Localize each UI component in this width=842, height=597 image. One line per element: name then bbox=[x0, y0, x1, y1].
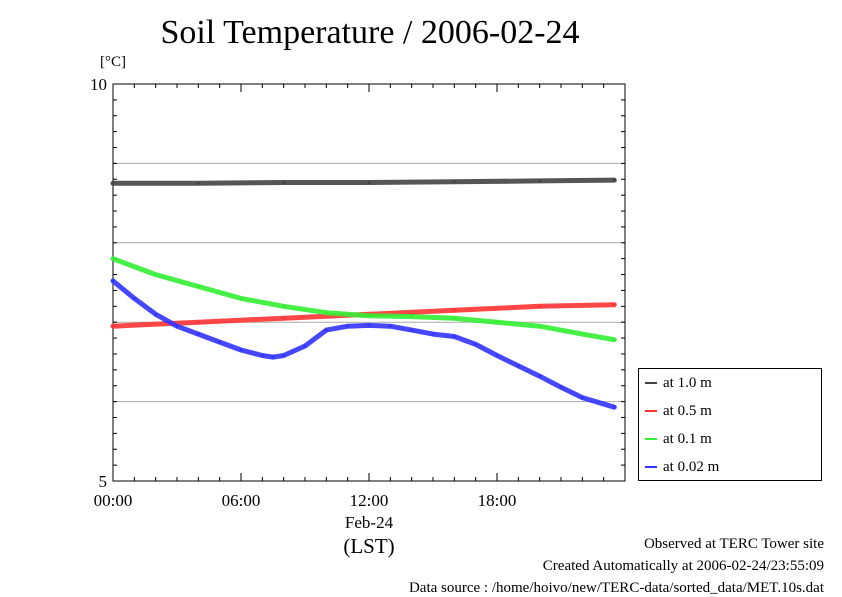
legend-label: at 0.1 m bbox=[663, 430, 712, 447]
series-point-0 bbox=[196, 181, 200, 185]
series-point-2 bbox=[495, 320, 499, 324]
series-point-3 bbox=[580, 396, 584, 400]
series-point-2 bbox=[239, 296, 243, 300]
series-point-3 bbox=[367, 323, 371, 327]
series-point-2 bbox=[452, 316, 456, 320]
series-point-0 bbox=[282, 180, 286, 184]
series-point-3 bbox=[175, 324, 179, 328]
series-point-2 bbox=[580, 332, 584, 336]
series-point-3 bbox=[282, 354, 286, 358]
legend: at 1.0 m at 0.5 m at 0.1 m at 0.02 m bbox=[638, 368, 822, 481]
series-point-3 bbox=[452, 334, 456, 338]
chart-title: Soil Temperature / 2006-02-24 bbox=[160, 14, 580, 51]
series-point-3 bbox=[538, 374, 542, 378]
x-tick-label: 12:00 bbox=[350, 491, 389, 510]
series-point-1 bbox=[452, 308, 456, 312]
series-point-2 bbox=[324, 311, 328, 315]
series-point-3 bbox=[324, 328, 328, 332]
legend-swatch bbox=[645, 438, 657, 440]
series-point-2 bbox=[612, 338, 616, 342]
x-tick-label: 18:00 bbox=[478, 491, 517, 510]
series-point-1 bbox=[538, 304, 542, 308]
series-line-3 bbox=[110, 278, 617, 410]
footer-observed: Observed at TERC Tower site bbox=[643, 536, 824, 552]
series-point-0 bbox=[452, 180, 456, 184]
series-point-3 bbox=[111, 279, 115, 283]
series-point-3 bbox=[346, 324, 350, 328]
series-point-3 bbox=[132, 296, 136, 300]
series-point-3 bbox=[239, 348, 243, 352]
series-point-1 bbox=[282, 316, 286, 320]
series-point-3 bbox=[612, 405, 616, 409]
series-point-2 bbox=[196, 284, 200, 288]
series-point-3 bbox=[196, 332, 200, 336]
legend-item: at 0.5 m bbox=[645, 401, 712, 421]
series-point-3 bbox=[260, 354, 264, 358]
y-axis-unit-label: [°C] bbox=[100, 54, 126, 70]
series-point-0 bbox=[612, 178, 616, 182]
series-point-3 bbox=[303, 344, 307, 348]
series-point-2 bbox=[154, 273, 158, 277]
series-point-3 bbox=[559, 385, 563, 389]
series-point-2 bbox=[111, 257, 115, 261]
series-point-3 bbox=[410, 328, 414, 332]
x-axis-label: (LST) bbox=[343, 534, 394, 558]
legend-swatch bbox=[645, 382, 657, 384]
y-tick-label: 10 bbox=[90, 75, 107, 94]
series-point-1 bbox=[111, 324, 115, 328]
series-point-3 bbox=[431, 332, 435, 336]
x-date-label: Feb-24 bbox=[345, 513, 394, 532]
legend-swatch bbox=[645, 410, 657, 412]
series-point-2 bbox=[410, 315, 414, 319]
y-tick-label: 5 bbox=[99, 472, 108, 491]
legend-item: at 1.0 m bbox=[645, 373, 712, 393]
x-tick-label: 06:00 bbox=[222, 491, 261, 510]
legend-label: at 0.02 m bbox=[663, 458, 720, 475]
series-point-2 bbox=[367, 314, 371, 318]
series-point-3 bbox=[516, 364, 520, 368]
footer-source: Data source : /home/hoivo/new/TERC-data/… bbox=[408, 580, 824, 596]
series-point-0 bbox=[111, 181, 115, 185]
series-point-1 bbox=[612, 303, 616, 307]
series-point-1 bbox=[196, 320, 200, 324]
footer-created: Created Automatically at 2006-02-24/23:5… bbox=[542, 558, 824, 574]
legend-swatch bbox=[645, 466, 657, 468]
legend-item: at 0.02 m bbox=[645, 457, 719, 477]
series-point-3 bbox=[154, 312, 158, 316]
series-point-3 bbox=[271, 355, 275, 359]
series-point-2 bbox=[282, 304, 286, 308]
series-point-2 bbox=[538, 324, 542, 328]
legend-item: at 0.1 m bbox=[645, 429, 712, 449]
series-point-0 bbox=[538, 179, 542, 183]
series-point-3 bbox=[388, 324, 392, 328]
series-point-3 bbox=[495, 354, 499, 358]
legend-label: at 1.0 m bbox=[663, 374, 712, 391]
series-point-0 bbox=[367, 180, 371, 184]
legend-label: at 0.5 m bbox=[663, 402, 712, 419]
series-point-3 bbox=[218, 340, 222, 344]
x-tick-label: 00:00 bbox=[94, 491, 133, 510]
series-point-3 bbox=[474, 342, 478, 346]
